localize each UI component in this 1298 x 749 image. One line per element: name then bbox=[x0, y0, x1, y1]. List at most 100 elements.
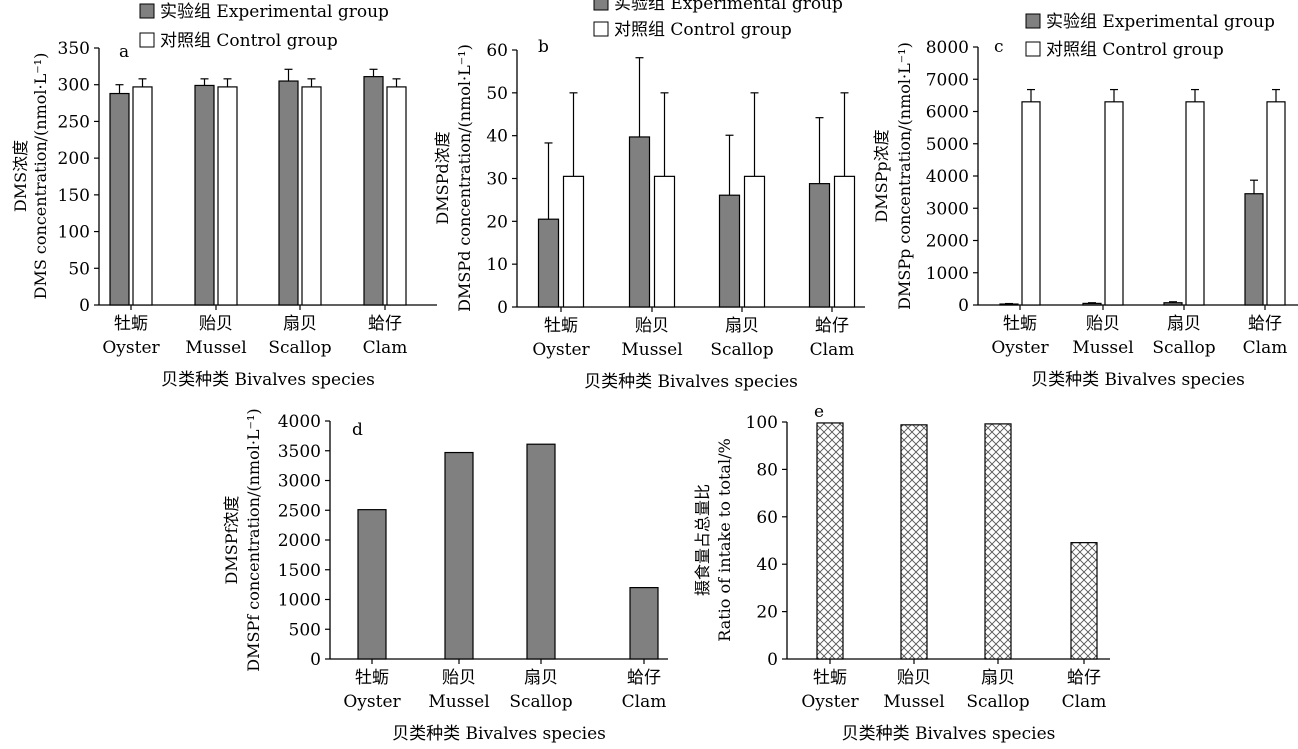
x-axis-label: 贝类种类 Bivalves species bbox=[842, 724, 1056, 744]
y-tick-label: 2000 bbox=[278, 531, 321, 551]
y-tick-label: 250 bbox=[58, 112, 90, 132]
x-tick-label-cn: 蛤仔 bbox=[1248, 314, 1282, 334]
x-tick-label-en: Oyster bbox=[532, 340, 590, 360]
y-tick-label: 40 bbox=[486, 127, 508, 147]
y-tick-label: 60 bbox=[756, 508, 778, 528]
y-tick-label: 300 bbox=[58, 76, 90, 96]
legend-label-control: 对照组 Control group bbox=[160, 31, 338, 51]
x-tick-label-cn: 扇贝 bbox=[524, 668, 558, 688]
bar bbox=[526, 443, 556, 660]
bar-control bbox=[743, 175, 766, 308]
bar-control bbox=[217, 86, 238, 306]
x-tick-label-cn: 扇贝 bbox=[1167, 314, 1201, 334]
x-tick-label-cn: 蛤仔 bbox=[368, 314, 402, 334]
y-tick-label: 1000 bbox=[278, 591, 321, 611]
y-axis-label-en: DMSPf concentration/(nmol·L⁻¹) bbox=[244, 408, 263, 671]
x-tick-label-cn: 贻贝 bbox=[897, 668, 931, 688]
x-tick-label-cn: 牡蛎 bbox=[355, 668, 389, 688]
x-tick-label-cn: 贻贝 bbox=[199, 314, 233, 334]
y-tick-label: 2000 bbox=[926, 232, 969, 252]
y-tick-label: 4000 bbox=[278, 412, 321, 432]
bar-experimental bbox=[628, 136, 651, 308]
y-tick-label: 20 bbox=[486, 212, 508, 232]
x-tick-label-en: Mussel bbox=[1072, 338, 1133, 358]
y-tick-label: 80 bbox=[756, 460, 778, 480]
legend-label-control: 对照组 Control group bbox=[614, 20, 792, 40]
y-tick-label: 0 bbox=[310, 650, 321, 670]
bar-control bbox=[132, 86, 153, 306]
panel-letter: e bbox=[814, 402, 824, 422]
y-tick-label: 50 bbox=[486, 84, 508, 104]
x-tick-label-en: Scallop bbox=[966, 692, 1029, 712]
bar-experimental bbox=[363, 76, 384, 306]
x-tick-label-en: Oyster bbox=[801, 692, 859, 712]
y-tick-label: 4000 bbox=[926, 167, 969, 187]
x-tick-label-cn: 扇贝 bbox=[725, 316, 759, 336]
bar-experimental bbox=[109, 92, 130, 306]
y-tick-label: 0 bbox=[497, 298, 508, 318]
legend: 实验组 Experimental group 对照组 Control group bbox=[593, 0, 843, 40]
x-axis-label: 贝类种类 Bivalves species bbox=[161, 370, 375, 390]
bar-experimental bbox=[999, 303, 1019, 306]
bar-experimental bbox=[1244, 193, 1264, 306]
x-axis-label: 贝类种类 Bivalves species bbox=[1031, 370, 1245, 390]
x-tick-label-en: Mussel bbox=[883, 692, 944, 712]
y-tick-label: 7000 bbox=[926, 70, 969, 90]
x-tick-label-cn: 贻贝 bbox=[442, 668, 476, 688]
bar-control bbox=[1021, 101, 1041, 306]
x-tick-label-cn: 贻贝 bbox=[1086, 314, 1120, 334]
x-tick-label-en: Clam bbox=[622, 692, 667, 712]
x-tick-label-cn: 扇贝 bbox=[283, 314, 317, 334]
y-tick-label: 30 bbox=[486, 170, 508, 190]
y-axis-label-cn: DMSPd浓度 bbox=[433, 131, 452, 224]
panel-d: 0 500 1000 1500 2000 2500 3000 3500 4000 牡蛎 Oyster… bbox=[222, 408, 668, 744]
legend: 实验组 Experimental group 对照组 Control group bbox=[139, 2, 389, 51]
legend-label-control: 对照组 Control group bbox=[1046, 40, 1224, 60]
bar bbox=[984, 423, 1012, 660]
x-tick-label-cn: 贻贝 bbox=[635, 316, 669, 336]
panel-a: 0 50 100 150 200 250 300 350 牡蛎 Oyster 贻贝 Mussel 扇贝 S… bbox=[11, 2, 437, 390]
y-tick-label: 40 bbox=[756, 555, 778, 575]
y-tick-label: 1000 bbox=[926, 264, 969, 284]
y-axis-label-en: DMS concentration/(nmol·L⁻¹) bbox=[31, 53, 50, 300]
bar-control bbox=[562, 175, 585, 308]
panel-letter: b bbox=[538, 37, 549, 57]
panel-c: 0 1000 2000 3000 4000 5000 6000 7000 8000 牡蛎 Oyste… bbox=[872, 12, 1298, 390]
bar-experimental bbox=[808, 183, 831, 308]
x-tick-label-en: Oyster bbox=[991, 338, 1049, 358]
panel-letter: c bbox=[994, 37, 1004, 57]
y-tick-label: 8000 bbox=[926, 38, 969, 58]
legend-swatch-control bbox=[593, 21, 609, 37]
legend-swatch-control bbox=[139, 32, 155, 48]
bar-control bbox=[833, 175, 856, 308]
y-axis-label-en: Ratio of intake to total/% bbox=[715, 438, 734, 641]
legend-label-experimental: 实验组 Experimental group bbox=[160, 2, 389, 22]
y-tick-label: 350 bbox=[58, 39, 90, 59]
x-tick-label-en: Scallop bbox=[1152, 338, 1215, 358]
y-tick-label: 3000 bbox=[926, 199, 969, 219]
legend-swatch-experimental bbox=[1025, 13, 1041, 29]
y-tick-label: 3000 bbox=[278, 472, 321, 492]
panel-letter: d bbox=[352, 420, 363, 440]
bar-control bbox=[301, 86, 322, 306]
x-tick-label-cn: 牡蛎 bbox=[544, 316, 578, 336]
x-tick-label-en: Oyster bbox=[343, 692, 401, 712]
legend-swatch-control bbox=[1025, 41, 1041, 57]
y-tick-label: 2500 bbox=[278, 501, 321, 521]
bar bbox=[816, 422, 844, 660]
x-tick-label-en: Clam bbox=[363, 338, 408, 358]
y-tick-label: 0 bbox=[767, 650, 778, 670]
y-tick-label: 50 bbox=[68, 259, 90, 279]
y-tick-label: 200 bbox=[58, 149, 90, 169]
bar-experimental bbox=[718, 194, 741, 308]
y-tick-label: 1500 bbox=[278, 561, 321, 581]
legend: 实验组 Experimental group 对照组 Control group bbox=[1025, 12, 1275, 60]
x-axis-label: 贝类种类 Bivalves species bbox=[392, 724, 606, 744]
x-tick-label-cn: 蛤仔 bbox=[627, 668, 661, 688]
x-tick-label-en: Clam bbox=[1243, 338, 1288, 358]
bar-experimental bbox=[1163, 302, 1183, 306]
x-tick-label-cn: 牡蛎 bbox=[1003, 314, 1037, 334]
y-tick-label: 3500 bbox=[278, 442, 321, 462]
x-tick-label-cn: 蛤仔 bbox=[815, 316, 849, 336]
